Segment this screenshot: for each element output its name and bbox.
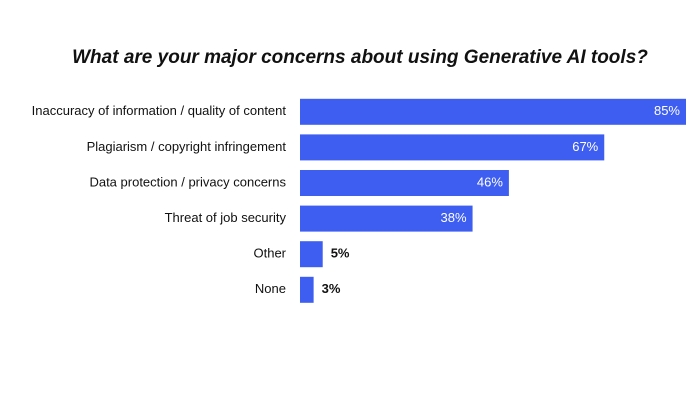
chart-title: What are your major concerns about using… [72, 47, 648, 68]
category-label: Threat of job security [165, 210, 287, 225]
category-label: Plagiarism / copyright infringement [87, 139, 287, 154]
bar [300, 134, 605, 161]
value-label: 38% [441, 210, 467, 225]
bar [300, 98, 686, 125]
bar [300, 241, 323, 268]
category-label: Inaccuracy of information / quality of c… [32, 103, 287, 118]
value-label: 3% [322, 281, 341, 296]
bar [300, 205, 473, 232]
bar [300, 276, 314, 303]
bar [300, 170, 509, 196]
value-label: 46% [477, 174, 503, 189]
value-label: 5% [331, 246, 350, 261]
value-label: 85% [654, 103, 680, 118]
category-label: Data protection / privacy concerns [89, 174, 286, 189]
category-label: None [255, 281, 286, 296]
category-label: Other [253, 246, 286, 261]
value-label: 67% [572, 139, 598, 154]
